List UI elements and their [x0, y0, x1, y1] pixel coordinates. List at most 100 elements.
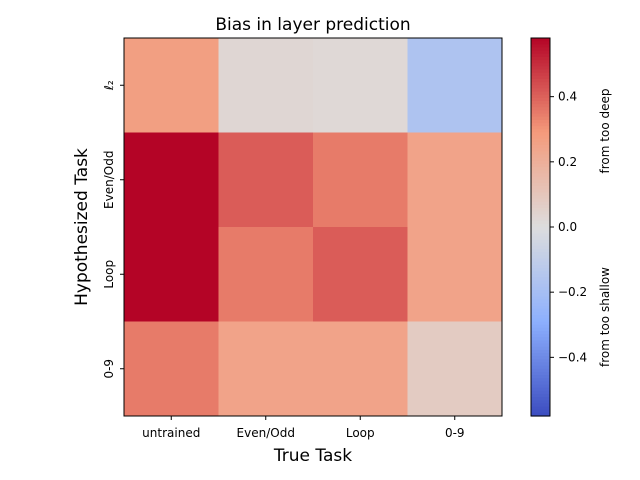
colorbar-segment	[531, 214, 550, 219]
colorbar-lower-label: from too shallow	[598, 267, 612, 367]
colorbar-segment	[531, 371, 550, 376]
colorbar-segment	[531, 170, 550, 175]
colorbar-segment	[531, 321, 550, 326]
colorbar-segment	[531, 236, 550, 241]
heatmap-cell	[407, 132, 503, 228]
colorbar-segment	[531, 75, 550, 80]
colorbar-tick-label: 0.4	[558, 90, 577, 104]
colorbar-segment	[531, 368, 550, 373]
colorbar-segment	[531, 195, 550, 200]
colorbar-segment	[531, 230, 550, 234]
colorbar-segment	[531, 359, 550, 364]
colorbar-segment	[531, 327, 550, 332]
colorbar-segment	[531, 145, 550, 149]
y-axis-label: Hypothesized Task	[72, 148, 92, 306]
colorbar-segment	[531, 412, 550, 417]
colorbar-segment	[531, 296, 550, 301]
colorbar-segment	[531, 91, 550, 96]
colorbar-segment	[531, 66, 550, 71]
colorbar-segment	[531, 390, 550, 395]
colorbar-tick-label: 0.2	[558, 155, 577, 169]
colorbar-segment	[531, 167, 550, 171]
colorbar-segment	[531, 173, 550, 178]
colorbar: −0.4 −0.2 0.0 0.2 0.4	[530, 37, 587, 417]
x-axis: untrained Even/Odd Loop 0-9	[142, 416, 465, 440]
colorbar-segment	[531, 129, 550, 134]
colorbar-segment	[531, 88, 550, 93]
heatmap-cell	[313, 38, 408, 133]
colorbar-segment	[531, 261, 550, 266]
colorbar-segment	[531, 249, 550, 253]
colorbar-segment	[531, 308, 550, 313]
colorbar-segment	[531, 60, 550, 64]
colorbar-segment	[531, 148, 550, 152]
colorbar-segment	[531, 242, 550, 247]
colorbar-segment	[531, 192, 550, 197]
colorbar-segment	[531, 164, 550, 168]
x-tick-label: Loop	[346, 426, 375, 440]
colorbar-segment	[531, 274, 550, 278]
colorbar-tick-label: −0.4	[558, 350, 587, 364]
colorbar-segment	[531, 141, 550, 146]
colorbar-segment	[531, 198, 550, 203]
heatmap-cell	[407, 38, 503, 133]
colorbar-segment	[531, 82, 550, 86]
heatmap-cells	[124, 38, 503, 417]
heatmap-cell	[407, 321, 503, 417]
colorbar-segment	[531, 315, 550, 319]
colorbar-segment	[531, 318, 550, 323]
colorbar-segment	[531, 346, 550, 351]
colorbar-segment	[531, 343, 550, 348]
colorbar-segment	[531, 154, 550, 159]
colorbar-segment	[531, 406, 550, 411]
colorbar-segment	[531, 334, 550, 338]
colorbar-segment	[531, 78, 550, 83]
y-tick-label: ℓ₂	[102, 80, 116, 91]
colorbar-segment	[531, 41, 550, 45]
colorbar-segment	[531, 233, 550, 238]
colorbar-segment	[531, 201, 550, 206]
heatmap-cell	[124, 132, 219, 228]
colorbar-segment	[531, 208, 550, 212]
colorbar-segment	[531, 72, 550, 77]
colorbar-segment	[531, 283, 550, 288]
colorbar-segment	[531, 277, 550, 282]
colorbar-segment	[531, 312, 550, 316]
colorbar-segment	[531, 116, 550, 121]
colorbar-segment	[531, 258, 550, 263]
colorbar-segment	[531, 123, 550, 127]
colorbar-segment	[531, 305, 550, 310]
plot-frame	[123, 37, 503, 417]
colorbar-segment	[531, 264, 550, 269]
heatmap-cell	[124, 227, 219, 322]
colorbar-segment	[531, 132, 550, 137]
colorbar-segment	[531, 157, 550, 162]
colorbar-segment	[531, 69, 550, 74]
colorbar-segment	[531, 110, 550, 115]
heatmap-cell	[313, 321, 408, 417]
heatmap-cell	[218, 132, 314, 228]
colorbar-segment	[531, 353, 550, 357]
colorbar-segment	[531, 151, 550, 156]
colorbar-segment	[531, 397, 550, 401]
colorbar-segment	[531, 290, 550, 294]
colorbar-segment	[531, 255, 550, 260]
colorbar-segment	[531, 349, 550, 354]
colorbar-segment	[531, 375, 550, 379]
colorbar-segment	[531, 50, 550, 55]
colorbar-segment	[531, 378, 550, 382]
colorbar-segment	[531, 356, 550, 360]
y-tick-label: Loop	[102, 260, 116, 289]
colorbar-segment	[531, 135, 550, 140]
colorbar-segment	[531, 53, 550, 58]
heatmap-cell	[218, 227, 314, 322]
colorbar-segment	[531, 63, 550, 67]
colorbar-segment	[531, 384, 550, 389]
colorbar-segment	[531, 381, 550, 386]
colorbar-segment	[531, 211, 550, 215]
colorbar-segment	[531, 286, 550, 291]
colorbar-segment	[531, 44, 550, 49]
colorbar-segment	[531, 245, 550, 250]
x-tick-label: Even/Odd	[237, 426, 295, 440]
colorbar-segment	[531, 47, 550, 52]
